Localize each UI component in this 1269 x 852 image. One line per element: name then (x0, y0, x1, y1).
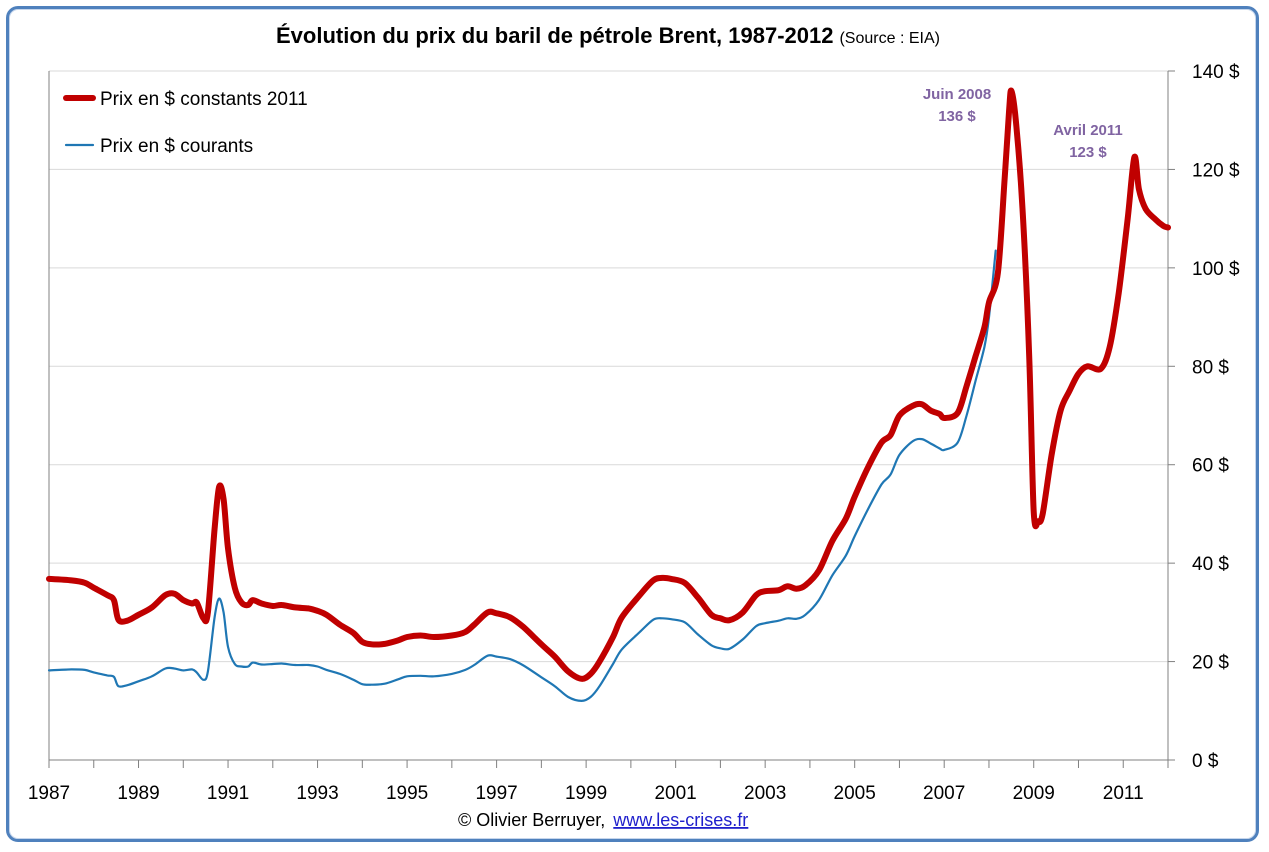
legend-label: Prix en $ courants (100, 136, 253, 157)
x-tick-label: 2007 (923, 783, 965, 804)
chart-title-source: (Source : EIA) (839, 30, 939, 47)
annotations: Juin 2008 136 $ Avril 2011 123 $ (923, 86, 1123, 161)
x-tick-label: 1993 (296, 783, 338, 804)
x-tick-label: 1999 (565, 783, 607, 804)
x-tick-label: 2003 (744, 783, 786, 804)
x-tick-label: 2011 (1103, 783, 1144, 804)
x-tick-label: 1989 (117, 783, 159, 804)
x-tick-label: 2001 (654, 783, 696, 804)
axes: 0 $ 20 $ 40 $ 60 $ 80 $ 100 $ 120 $ 140 $ 1987 19… (28, 62, 1240, 804)
y-tick-label: 100 $ (1192, 259, 1240, 280)
legend-label: Prix en $ constants 2011 (100, 89, 308, 110)
y-tick-label: 60 $ (1192, 456, 1229, 477)
annotation-value: 123 $ (1069, 144, 1107, 161)
x-tick-label: 1997 (475, 783, 517, 804)
series-lines (46, 87, 1171, 702)
footer-credit: © Olivier Berruyer, (458, 810, 605, 830)
series-line-constant-dollars (46, 87, 1171, 682)
annotation-date: Avril 2011 (1053, 122, 1123, 139)
series-line-current-dollars (47, 249, 997, 702)
grid-lines (49, 70, 1168, 663)
x-tick-label: 1987 (28, 783, 70, 804)
y-tick-label: 20 $ (1192, 653, 1229, 674)
legend: Prix en $ constants 2011 Prix en $ couran… (63, 89, 308, 157)
y-tick-label: 80 $ (1192, 357, 1229, 378)
y-tick-label: 40 $ (1192, 554, 1229, 575)
x-tick-label: 2005 (834, 783, 876, 804)
x-tick-label: 2009 (1013, 783, 1055, 804)
footer-link[interactable]: www.les-crises.fr (612, 810, 748, 830)
annotation-date: Juin 2008 (923, 86, 991, 103)
x-tick-label: 1991 (207, 783, 249, 804)
annotation-value: 136 $ (938, 108, 976, 125)
chart-frame (6, 6, 1259, 842)
y-tick-label: 140 $ (1192, 62, 1240, 83)
y-tick-label: 0 $ (1192, 751, 1219, 772)
footer: © Olivier Berruyer, www.les-crises.fr (458, 810, 748, 830)
chart-title: Évolution du prix du baril de pétrole Br… (276, 23, 940, 48)
chart-title-main: Évolution du prix du baril de pétrole Br… (276, 23, 833, 48)
y-tick-label: 120 $ (1192, 160, 1240, 181)
x-tick-label: 1995 (386, 783, 428, 804)
